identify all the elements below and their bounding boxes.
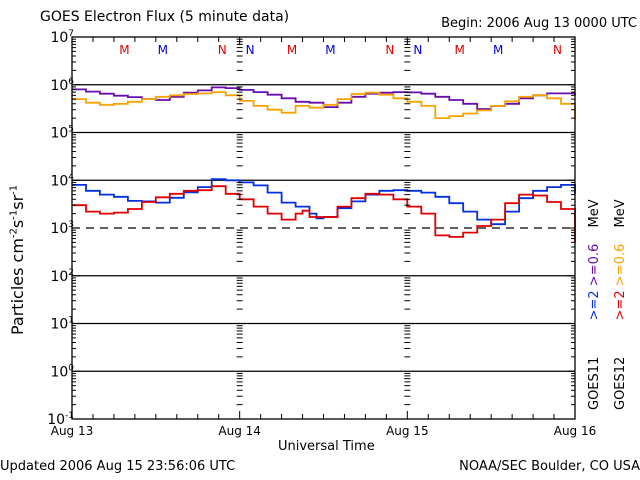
- series-line: [72, 185, 576, 243]
- axis-layer: [71, 36, 576, 420]
- y-tick-label: 100: [50, 363, 74, 380]
- y-tick-label: 104: [50, 172, 74, 189]
- legend-goes11-06mev: >=0.6: [587, 243, 602, 287]
- legend-goes11: GOES11 >=2 >=0.6 MeV: [587, 199, 602, 410]
- local-time-marker: M: [287, 43, 297, 57]
- chart-title: GOES Electron Flux (5 minute data): [40, 9, 290, 25]
- local-time-marker: M: [455, 43, 465, 57]
- series-line: [72, 91, 576, 120]
- x-tick-label: Aug 14: [218, 424, 261, 438]
- x-tick-label: Aug 15: [386, 424, 429, 438]
- source-credit: NOAA/SEC Boulder, CO USA: [459, 459, 640, 474]
- y-tick-label: 106: [50, 77, 74, 94]
- legend-goes11-label: GOES11: [587, 356, 602, 410]
- local-time-marker: N: [553, 43, 562, 57]
- local-time-marker: M: [493, 43, 503, 57]
- y-tick-label: 102: [50, 268, 74, 285]
- local-time-marker: M: [119, 43, 129, 57]
- local-time-marker: N: [385, 43, 394, 57]
- legend-goes11-2mev: >=2: [587, 290, 602, 321]
- x-tick-label: Aug 13: [51, 424, 94, 438]
- legend-goes12: GOES12 >=2 >=0.6 MeV: [613, 199, 628, 410]
- y-axis-label: Particles cm-2s-1sr-1: [8, 184, 27, 335]
- legend-goes11-unit: MeV: [587, 199, 602, 228]
- begin-time: Begin: 2006 Aug 13 0000 UTC: [441, 16, 637, 31]
- grid-layer: [72, 84, 575, 372]
- local-time-marker: N: [218, 43, 227, 57]
- legend-goes12-2mev: >=2: [613, 290, 628, 321]
- local-time-marker: N: [246, 43, 255, 57]
- legend-goes12-06mev: >=0.6: [613, 243, 628, 287]
- y-tick-label: 101: [50, 316, 74, 333]
- x-axis-label: Universal Time: [278, 439, 375, 454]
- local-time-marker: M: [158, 43, 168, 57]
- y-tick-label: 10-1: [47, 411, 74, 428]
- local-time-marker: N: [413, 43, 422, 57]
- series-layer: [72, 86, 576, 243]
- legend-goes12-unit: MeV: [613, 199, 628, 228]
- y-tick-label: 107: [50, 29, 74, 46]
- legend-goes12-label: GOES12: [613, 356, 628, 410]
- local-time-marker: M: [325, 43, 335, 57]
- y-tick-label: 105: [50, 125, 74, 142]
- y-tick-label: 103: [50, 220, 74, 237]
- updated-timestamp: Updated 2006 Aug 15 23:56:06 UTC: [0, 459, 236, 474]
- x-tick-label: Aug 16: [554, 424, 597, 438]
